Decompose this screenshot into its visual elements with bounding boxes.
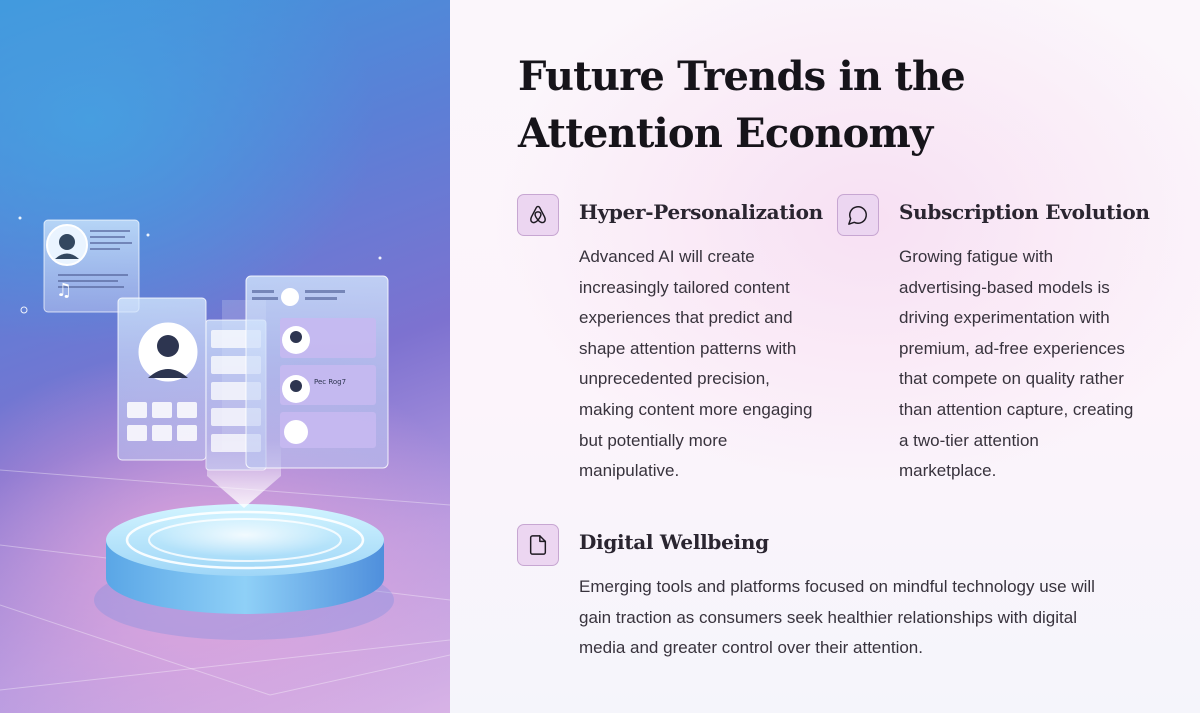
feature-heading: Hyper-Personalization [579,200,823,224]
profile-panel [117,297,207,461]
airbnb-logo-icon [517,194,559,236]
page-title: Future Trends in the Attention Economy [518,53,966,157]
messages-panel: Pec Rog7 [245,275,389,469]
profile-card-small: ♫ [43,219,140,313]
hologram-illustration: ♫ [0,216,450,696]
mini-feed-label: Pec Rog7 [314,378,346,386]
svg-text:♫: ♫ [56,280,72,301]
feature-heading: Digital Wellbeing [579,530,769,554]
feature-heading: Subscription Evolution [899,200,1150,224]
document-icon [517,524,559,566]
speech-bubble-icon [837,194,879,236]
hero-illustration: ♫ [0,0,450,713]
content-panel: Future Trends in the Attention Economy H… [450,0,1200,713]
feature-description: Emerging tools and platforms focused on … [579,577,1095,658]
podium [94,504,394,640]
feature-description: Advanced AI will create increasingly tai… [579,247,813,481]
feature-description: Growing fatigue with advertising-based m… [899,247,1134,481]
